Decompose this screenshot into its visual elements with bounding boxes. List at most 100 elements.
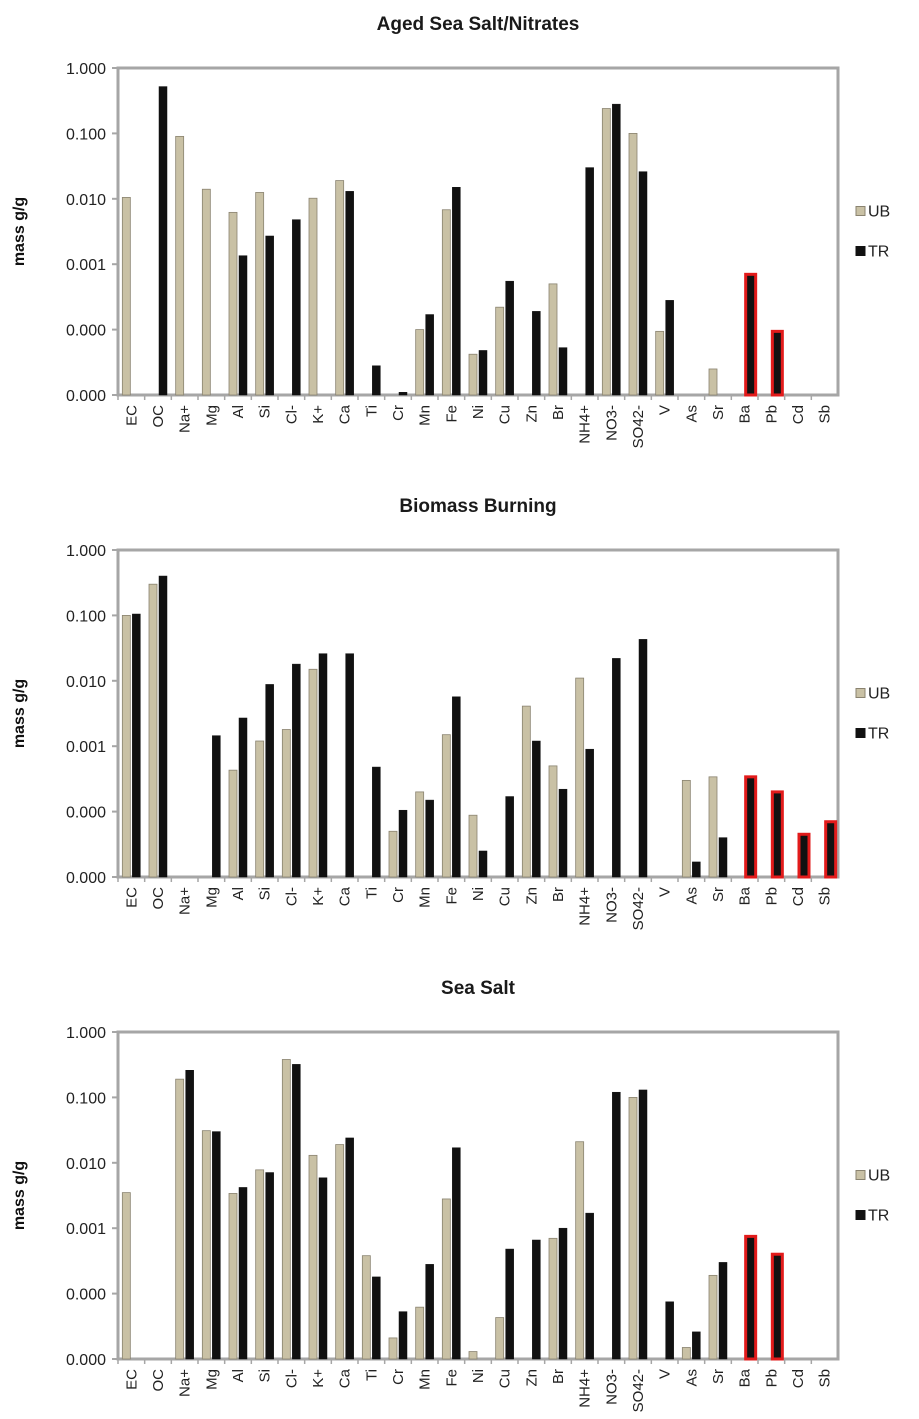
bar-ub-Cr: [388, 1337, 398, 1360]
bar-ub-Sr: [708, 368, 718, 396]
x-tick-label: Ti: [363, 1369, 380, 1381]
x-tick-label: V: [657, 405, 674, 415]
x-tick-label: NH4+: [577, 887, 594, 926]
bar-ub-Na+: [175, 135, 185, 396]
y-tick-label: 0.100: [66, 126, 106, 143]
y-tick-label: 1.000: [66, 543, 106, 560]
bar-tr-NO3-: [612, 1091, 621, 1360]
bar-ub-Mg: [201, 188, 211, 396]
bar-tr-Ca: [345, 1137, 354, 1360]
bar-tr-Pb: [770, 790, 784, 879]
x-tick-label: Sb: [817, 405, 834, 423]
x-tick-label: Ca: [337, 1368, 354, 1388]
x-tick-label: Sr: [710, 887, 727, 902]
bar-ub-Si: [255, 1169, 265, 1360]
bar-ub-Br: [548, 1237, 558, 1360]
x-tick-label: As: [683, 405, 700, 423]
bar-ub-Al: [228, 1193, 238, 1360]
x-tick-label: Br: [550, 405, 567, 420]
x-tick-label: SO42-: [630, 405, 647, 448]
bar-ub-Sr: [708, 776, 718, 878]
bar-tr-Ni: [478, 350, 488, 396]
bar-ub-Ni: [468, 1351, 478, 1360]
bar-tr-EC: [132, 613, 141, 878]
bar-tr-SO42-: [638, 171, 648, 396]
bar-tr-Cl-: [292, 1064, 301, 1360]
bar-ub-EC: [121, 615, 131, 878]
x-tick-label: Ni: [470, 405, 487, 419]
x-tick-label: NO3-: [603, 405, 620, 441]
chart-panel-2: Biomass Burning 0.000 0.000 0.001 0.010 0.100…: [11, 496, 890, 930]
bar-ub-Ca: [335, 180, 345, 396]
x-tick-label: EC: [123, 887, 140, 908]
x-tick-label: Ba: [737, 886, 754, 905]
bar-tr-Sr: [718, 1262, 728, 1360]
x-tick-label: Na+: [177, 405, 194, 433]
bar-tr-Si: [265, 1172, 274, 1360]
bar-ub-As: [681, 1347, 691, 1360]
bar-ub-OC: [148, 583, 158, 878]
bar-tr-Cu: [505, 796, 514, 878]
x-tick-label: SO42-: [630, 1369, 647, 1412]
bar-tr-Cl-: [292, 219, 301, 396]
bar-tr-Br: [558, 1227, 568, 1360]
bar-tr-NH4+: [585, 748, 594, 878]
bar-tr-Al: [238, 255, 248, 396]
x-tick-label: Ca: [337, 404, 354, 424]
chart-title: Biomass Burning: [399, 496, 556, 517]
bar-tr-Cu: [505, 280, 514, 396]
x-tick-label: Cd: [790, 887, 807, 906]
x-tick-label: Al: [230, 1369, 247, 1382]
y-tick-label: 0.000: [66, 323, 106, 340]
x-tick-label: Cl-: [283, 405, 300, 424]
bar-tr-Si: [265, 235, 274, 396]
bar-ub-NH4+: [575, 677, 585, 878]
bar-tr-Pb: [770, 329, 784, 397]
legend-swatch-ub: [855, 1170, 866, 1180]
x-tick-label: OC: [150, 887, 167, 910]
x-tick-label: Ca: [337, 886, 354, 906]
y-tick-label: 0.010: [66, 1156, 106, 1173]
x-tick-label: Cu: [497, 887, 514, 906]
bar-tr-Cr: [398, 809, 408, 878]
y-tick-label: 1.000: [66, 61, 106, 78]
x-tick-label: Mn: [417, 1369, 434, 1390]
bar-tr-V: [665, 1301, 674, 1360]
x-tick-label: Sr: [710, 1369, 727, 1384]
bar-tr-Ti: [372, 1276, 381, 1360]
bar-ub-Si: [255, 192, 265, 396]
bar-tr-OC: [158, 575, 168, 878]
x-tick-label: As: [683, 1369, 700, 1387]
x-tick-label: Mn: [417, 405, 434, 426]
plot-frame: [116, 1030, 840, 1361]
bar-tr-Mn: [425, 799, 434, 878]
x-tick-label: Fe: [443, 1369, 460, 1387]
bar-tr-Ti: [372, 365, 381, 396]
x-tick-label: As: [683, 887, 700, 905]
x-tick-label: Ni: [470, 887, 487, 901]
bar-ub-K+: [308, 1154, 318, 1360]
x-tick-label: NO3-: [603, 1369, 620, 1405]
legend-swatch-ub: [855, 206, 866, 216]
x-tick-label: Si: [257, 1369, 274, 1382]
bar-ub-NO3-: [601, 108, 611, 396]
bar-ub-Mn: [415, 791, 425, 878]
x-tick-label: Ti: [363, 405, 380, 417]
x-tick-label: Na+: [177, 1369, 194, 1397]
bar-ub-Mn: [415, 329, 425, 396]
x-tick-label: Si: [257, 405, 274, 418]
bar-tr-Na+: [185, 1070, 194, 1360]
x-tick-label: Cu: [497, 405, 514, 424]
legend-label-tr: TR: [868, 1208, 889, 1225]
bar-ub-Cl-: [281, 1059, 291, 1360]
bar-tr-Ca: [345, 191, 354, 396]
x-tick-label: K+: [310, 405, 327, 424]
bar-tr-K+: [318, 653, 328, 878]
x-tick-label: Zn: [523, 887, 540, 905]
bar-ub-Si: [255, 740, 265, 878]
bar-tr-Fe: [452, 1147, 461, 1360]
y-tick-label: 0.001: [66, 739, 106, 756]
legend-label-ub: UB: [868, 1168, 890, 1185]
bar-tr-Zn: [532, 1239, 541, 1360]
